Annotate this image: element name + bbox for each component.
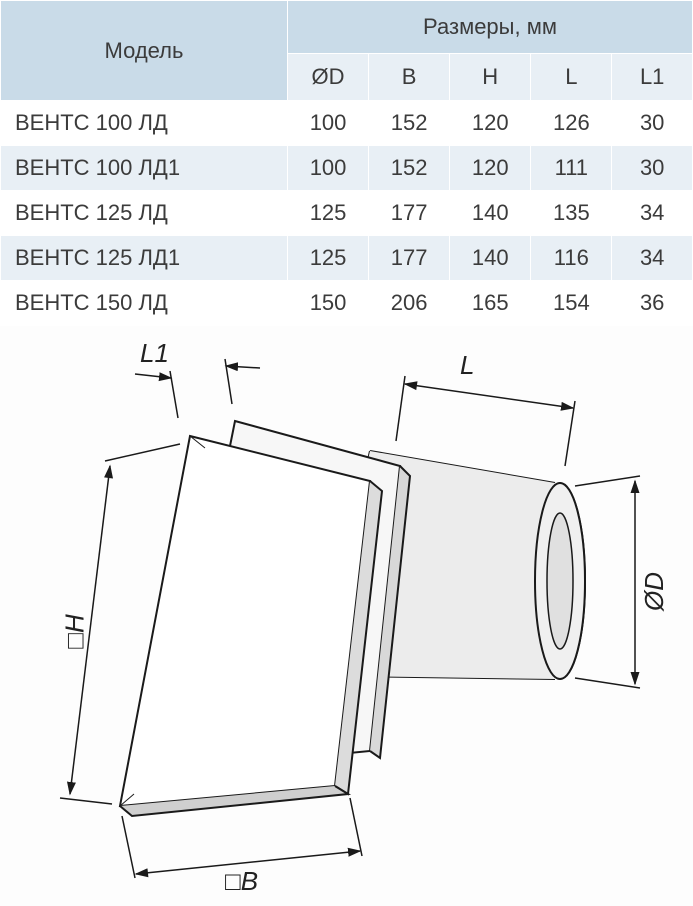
cell-h: 140 <box>450 236 531 281</box>
model-cell: ВЕНТС 150 ЛД <box>1 281 288 326</box>
cell-h: 120 <box>450 101 531 146</box>
col-d: ØD <box>288 54 369 101</box>
cell-d: 100 <box>288 101 369 146</box>
cell-l: 111 <box>531 146 612 191</box>
cell-l1: 30 <box>612 101 693 146</box>
col-l1: L1 <box>612 54 693 101</box>
cell-d: 150 <box>288 281 369 326</box>
dimensions-table: Модель Размеры, мм ØD B H L L1 ВЕНТС 100… <box>0 0 693 326</box>
cell-l1: 34 <box>612 236 693 281</box>
model-cell: ВЕНТС 125 ЛД1 <box>1 236 288 281</box>
model-cell: ВЕНТС 125 ЛД <box>1 191 288 236</box>
cell-b: 152 <box>369 146 450 191</box>
cell-b: 177 <box>369 236 450 281</box>
model-cell: ВЕНТС 100 ЛД1 <box>1 146 288 191</box>
cell-b: 206 <box>369 281 450 326</box>
cell-l: 154 <box>531 281 612 326</box>
cell-b: 152 <box>369 101 450 146</box>
label-l1: L1 <box>140 338 169 369</box>
technical-diagram: L L1 □H □B ØD <box>0 326 693 906</box>
table-row: ВЕНТС 150 ЛД 150 206 165 154 36 <box>1 281 693 326</box>
table-row: ВЕНТС 100 ЛД1 100 152 120 111 30 <box>1 146 693 191</box>
label-h: □H <box>60 614 91 648</box>
table-row: ВЕНТС 100 ЛД 100 152 120 126 30 <box>1 101 693 146</box>
cell-d: 100 <box>288 146 369 191</box>
cell-l1: 30 <box>612 146 693 191</box>
cell-d: 125 <box>288 191 369 236</box>
cell-l1: 36 <box>612 281 693 326</box>
cell-l1: 34 <box>612 191 693 236</box>
model-header: Модель <box>1 1 288 101</box>
cell-d: 125 <box>288 236 369 281</box>
cell-l: 116 <box>531 236 612 281</box>
label-d: ØD <box>639 572 670 611</box>
model-cell: ВЕНТС 100 ЛД <box>1 101 288 146</box>
cell-h: 120 <box>450 146 531 191</box>
label-b: □B <box>225 866 258 897</box>
diagram-svg <box>0 326 693 906</box>
table-body: ВЕНТС 100 ЛД 100 152 120 126 30 ВЕНТС 10… <box>1 101 693 326</box>
col-h: H <box>450 54 531 101</box>
cell-h: 140 <box>450 191 531 236</box>
label-l: L <box>460 350 474 381</box>
table-row: ВЕНТС 125 ЛД1 125 177 140 116 34 <box>1 236 693 281</box>
cell-l: 135 <box>531 191 612 236</box>
cell-l: 126 <box>531 101 612 146</box>
cell-h: 165 <box>450 281 531 326</box>
col-b: B <box>369 54 450 101</box>
table-row: ВЕНТС 125 ЛД 125 177 140 135 34 <box>1 191 693 236</box>
cell-b: 177 <box>369 191 450 236</box>
col-l: L <box>531 54 612 101</box>
dimensions-header: Размеры, мм <box>288 1 693 54</box>
